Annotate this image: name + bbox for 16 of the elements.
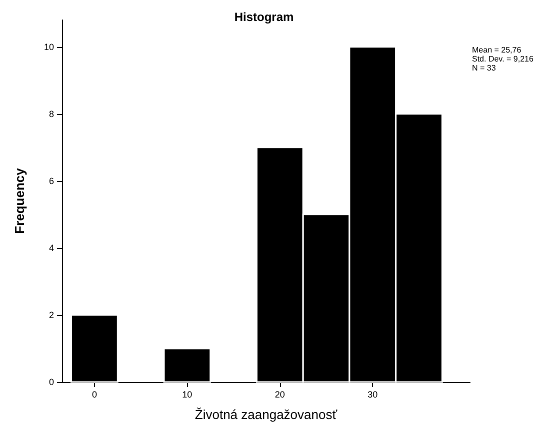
text: N = 33	[472, 64, 496, 72]
x-tick-label: 20	[274, 390, 285, 400]
y-tick-label: 4	[48, 242, 54, 253]
x-axis-title: Životná zaangažovanosť	[194, 407, 338, 422]
y-tick-label: 10	[44, 42, 54, 52]
y-axis-title: Frequency	[12, 167, 27, 234]
x-tick-label: 30	[368, 390, 378, 400]
y-tick-label: 0	[48, 377, 54, 387]
text: Std. Dev. = 9,216	[472, 54, 534, 64]
y-tick-label: 8	[48, 108, 54, 119]
chart-title: Histogram	[234, 10, 294, 24]
y-tick-label: 6	[48, 176, 54, 186]
x-tick-label: 10	[182, 390, 192, 400]
text: Mean = 25,76	[472, 46, 522, 54]
x-tick-label: 0	[92, 390, 97, 400]
y-tick-label: 2	[48, 310, 54, 320]
